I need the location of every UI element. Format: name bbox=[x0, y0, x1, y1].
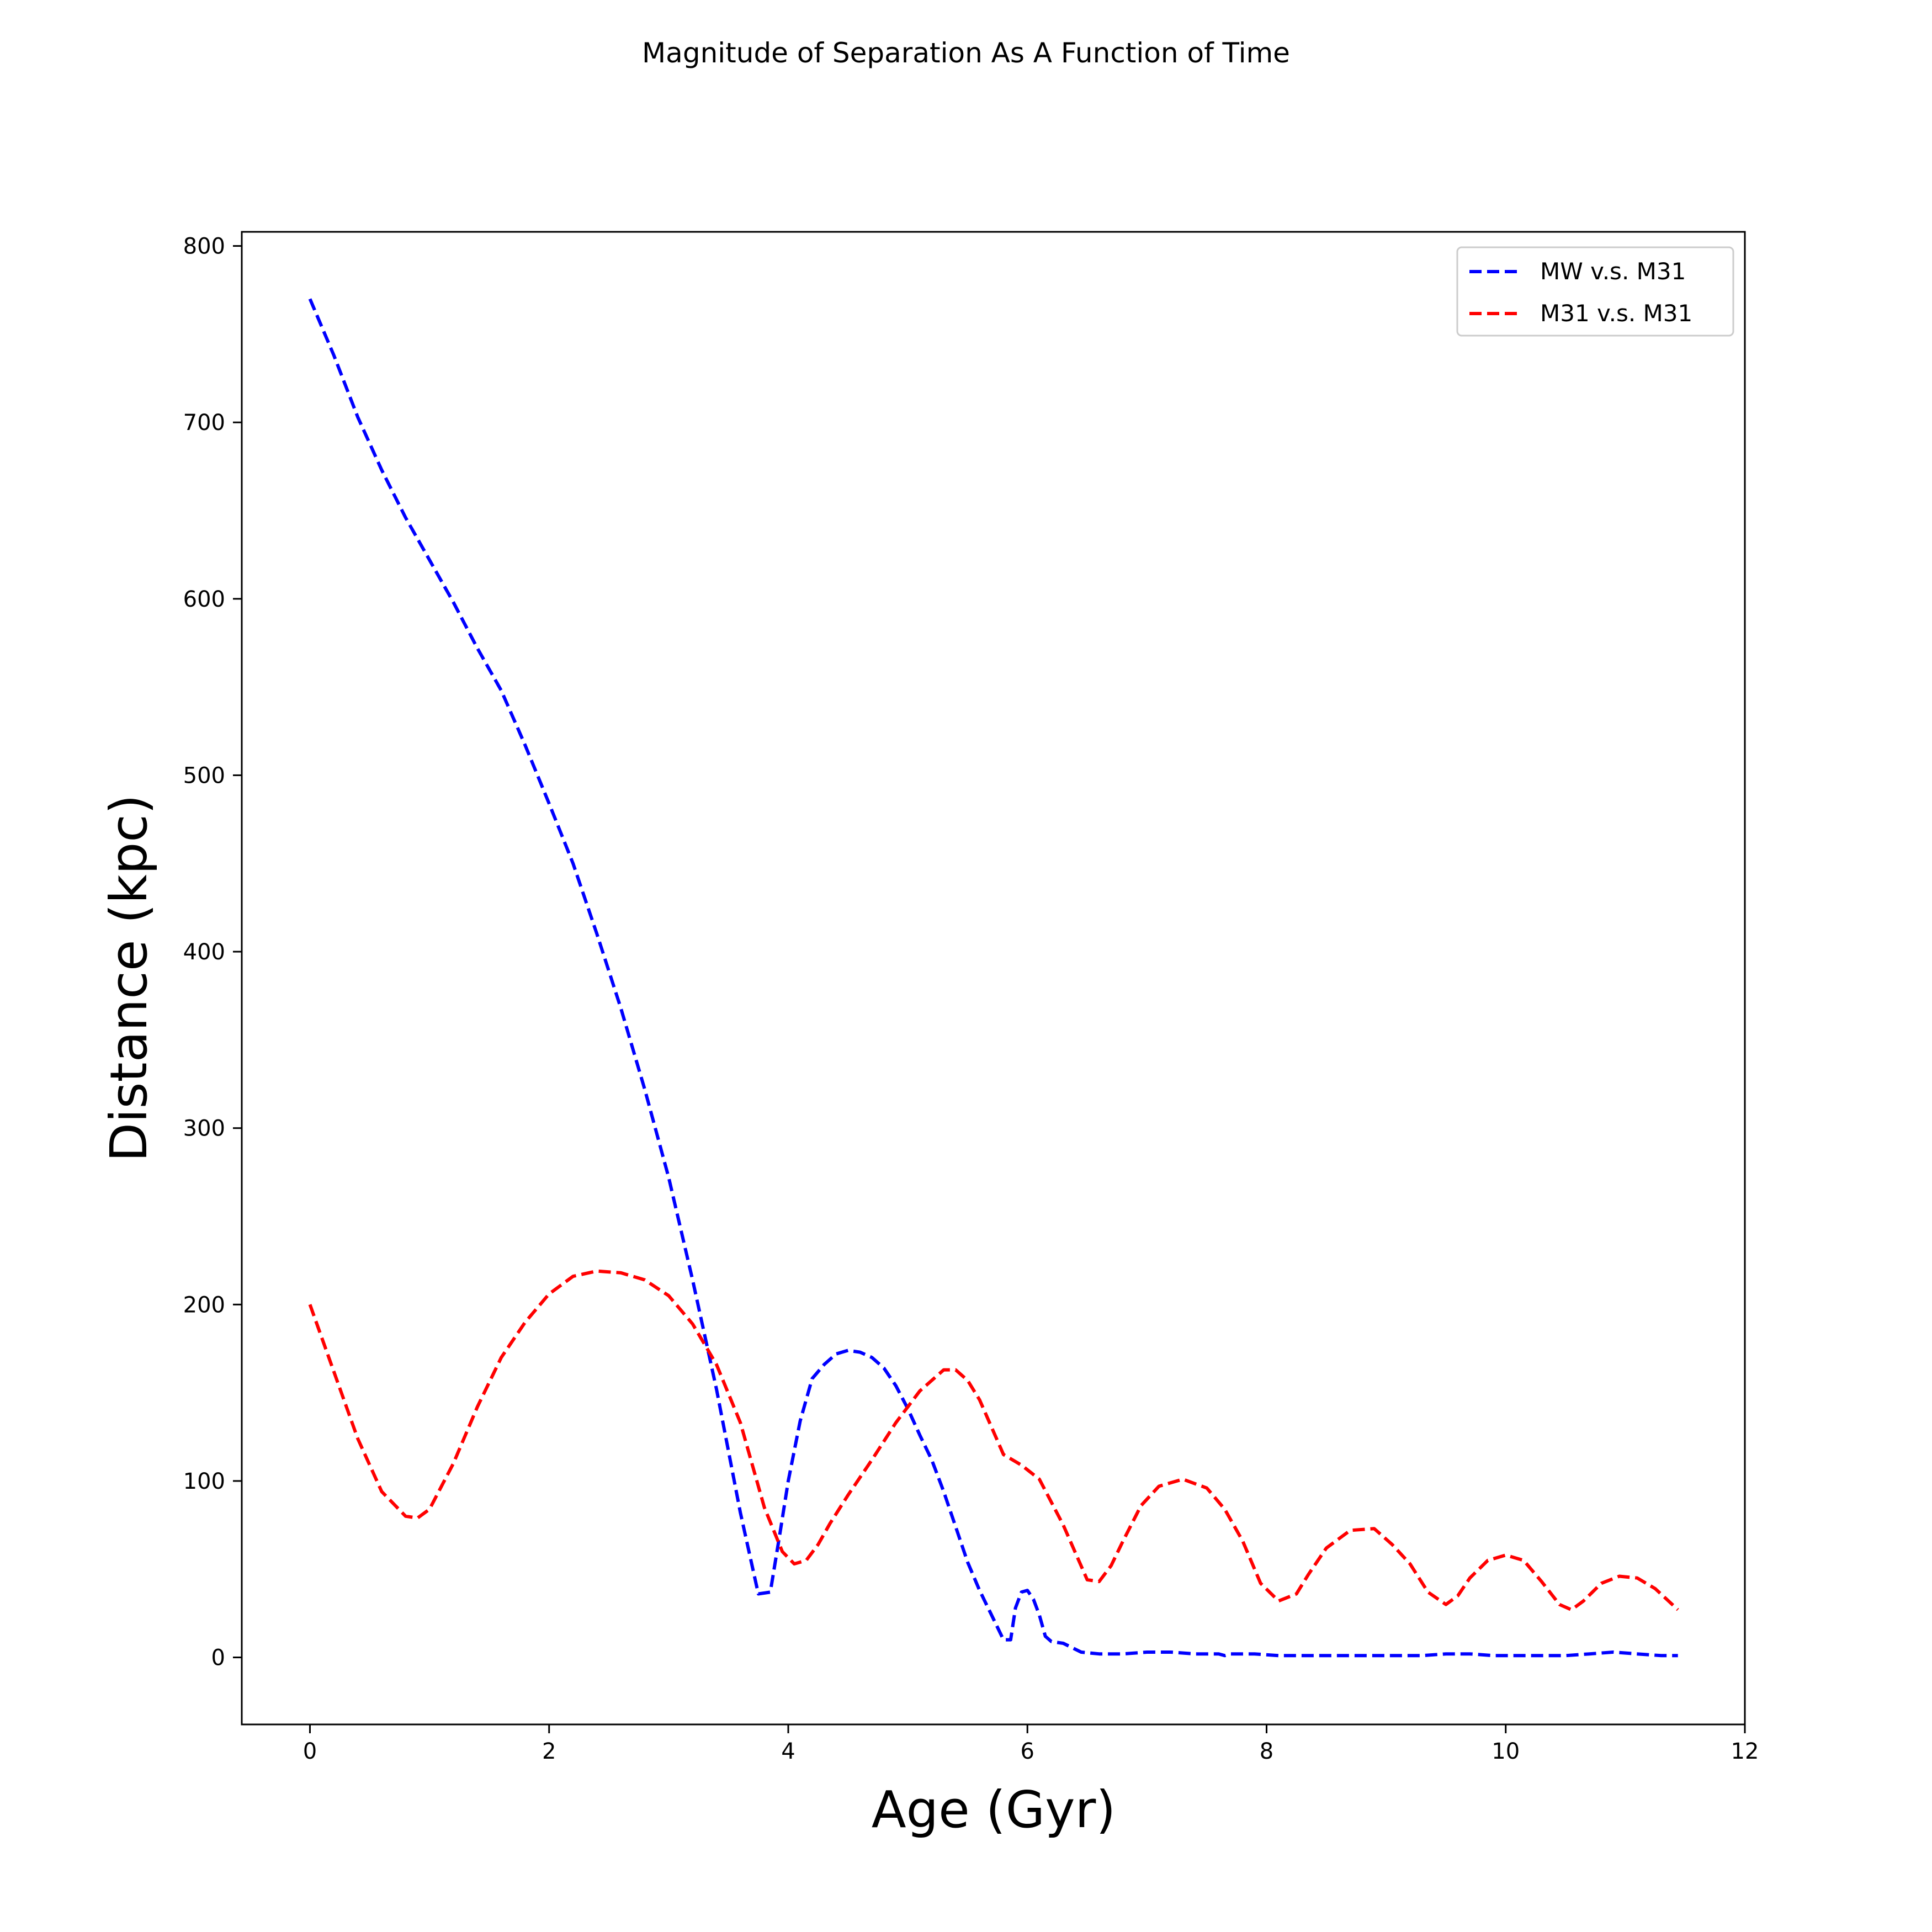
series-line-m31-vs-m31 bbox=[308, 1269, 1679, 1612]
legend-box bbox=[1456, 246, 1734, 337]
x-axis-label: Age (Gyr) bbox=[872, 1780, 1116, 1839]
chart-title: Magnitude of Separation As A Function of… bbox=[642, 37, 1290, 69]
y-axis: 0 100 200 300 400 500 600 700 800 bbox=[183, 234, 242, 1671]
legend-label: MW v.s. M31 bbox=[1540, 258, 1686, 285]
x-tick-label: 8 bbox=[1260, 1739, 1273, 1764]
y-tick-label: 700 bbox=[183, 410, 225, 436]
series-line-mw-vs-m31 bbox=[308, 298, 1678, 1658]
y-tick-label: 100 bbox=[183, 1469, 225, 1494]
y-tick-label: 300 bbox=[183, 1116, 225, 1142]
y-tick-label: 600 bbox=[183, 587, 225, 612]
x-tick-label: 0 bbox=[303, 1739, 317, 1764]
x-tick-label: 6 bbox=[1021, 1739, 1034, 1764]
y-tick-label: 500 bbox=[183, 763, 225, 788]
plot-clip-group bbox=[308, 298, 1679, 1658]
y-tick-label: 200 bbox=[183, 1292, 225, 1318]
x-axis: 0 2 4 6 8 10 12 bbox=[303, 1724, 1759, 1764]
x-tick-label: 4 bbox=[781, 1739, 795, 1764]
y-tick-label: 0 bbox=[211, 1646, 225, 1671]
y-tick-label: 400 bbox=[183, 940, 225, 965]
legend-label: M31 v.s. M31 bbox=[1540, 300, 1692, 327]
x-tick-label: 2 bbox=[542, 1739, 556, 1764]
x-tick-label: 12 bbox=[1731, 1739, 1759, 1764]
y-axis-label: Distance (kpc) bbox=[99, 794, 158, 1162]
y-tick-label: 800 bbox=[183, 234, 225, 259]
plot-frame bbox=[241, 231, 1746, 1726]
legend: MW v.s. M31 M31 v.s. M31 bbox=[1456, 246, 1734, 337]
x-tick-label: 10 bbox=[1492, 1739, 1520, 1764]
